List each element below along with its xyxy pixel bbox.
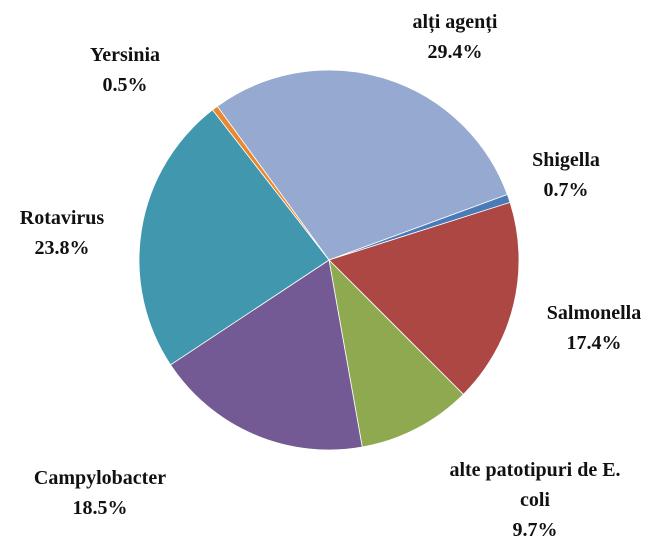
value-label: 0.5%: [102, 74, 148, 96]
value-label: 18.5%: [72, 497, 128, 519]
value-label: 23.8%: [34, 237, 90, 259]
category-label: Salmonella: [546, 302, 642, 324]
slice-label: Salmonella 17.4%: [494, 298, 660, 358]
slice-label: alte patotipuri de E. coli 9.7%: [440, 455, 630, 542]
value-label: 17.4%: [566, 332, 622, 354]
pie-slice: [328, 201, 520, 395]
slice-label: alți agenți 29.4%: [355, 7, 555, 67]
value-label: 0.7%: [543, 179, 589, 201]
slice-label: Yersinia 0.5%: [25, 40, 225, 100]
value-label: 29.4%: [427, 41, 483, 63]
pie-slice: [138, 109, 330, 366]
category-label: Rotavirus: [19, 207, 105, 229]
value-label: 9.7%: [512, 519, 558, 541]
pie-slice: [328, 258, 464, 448]
category-label: Yersinia: [90, 44, 160, 66]
category-label: Campylobacter: [33, 467, 167, 489]
pie-slice: [169, 259, 363, 451]
slice-label: Campylobacter 18.5%: [0, 463, 200, 523]
slice-label: Shigella 0.7%: [466, 145, 660, 205]
pie-slice: [211, 105, 330, 261]
slice-label: Rotavirus 23.8%: [0, 203, 162, 263]
category-label: alte patotipuri de E. coli: [449, 459, 621, 511]
category-label: Shigella: [532, 149, 600, 171]
category-label: alți agenți: [412, 11, 498, 33]
pie-slice: [216, 69, 508, 261]
